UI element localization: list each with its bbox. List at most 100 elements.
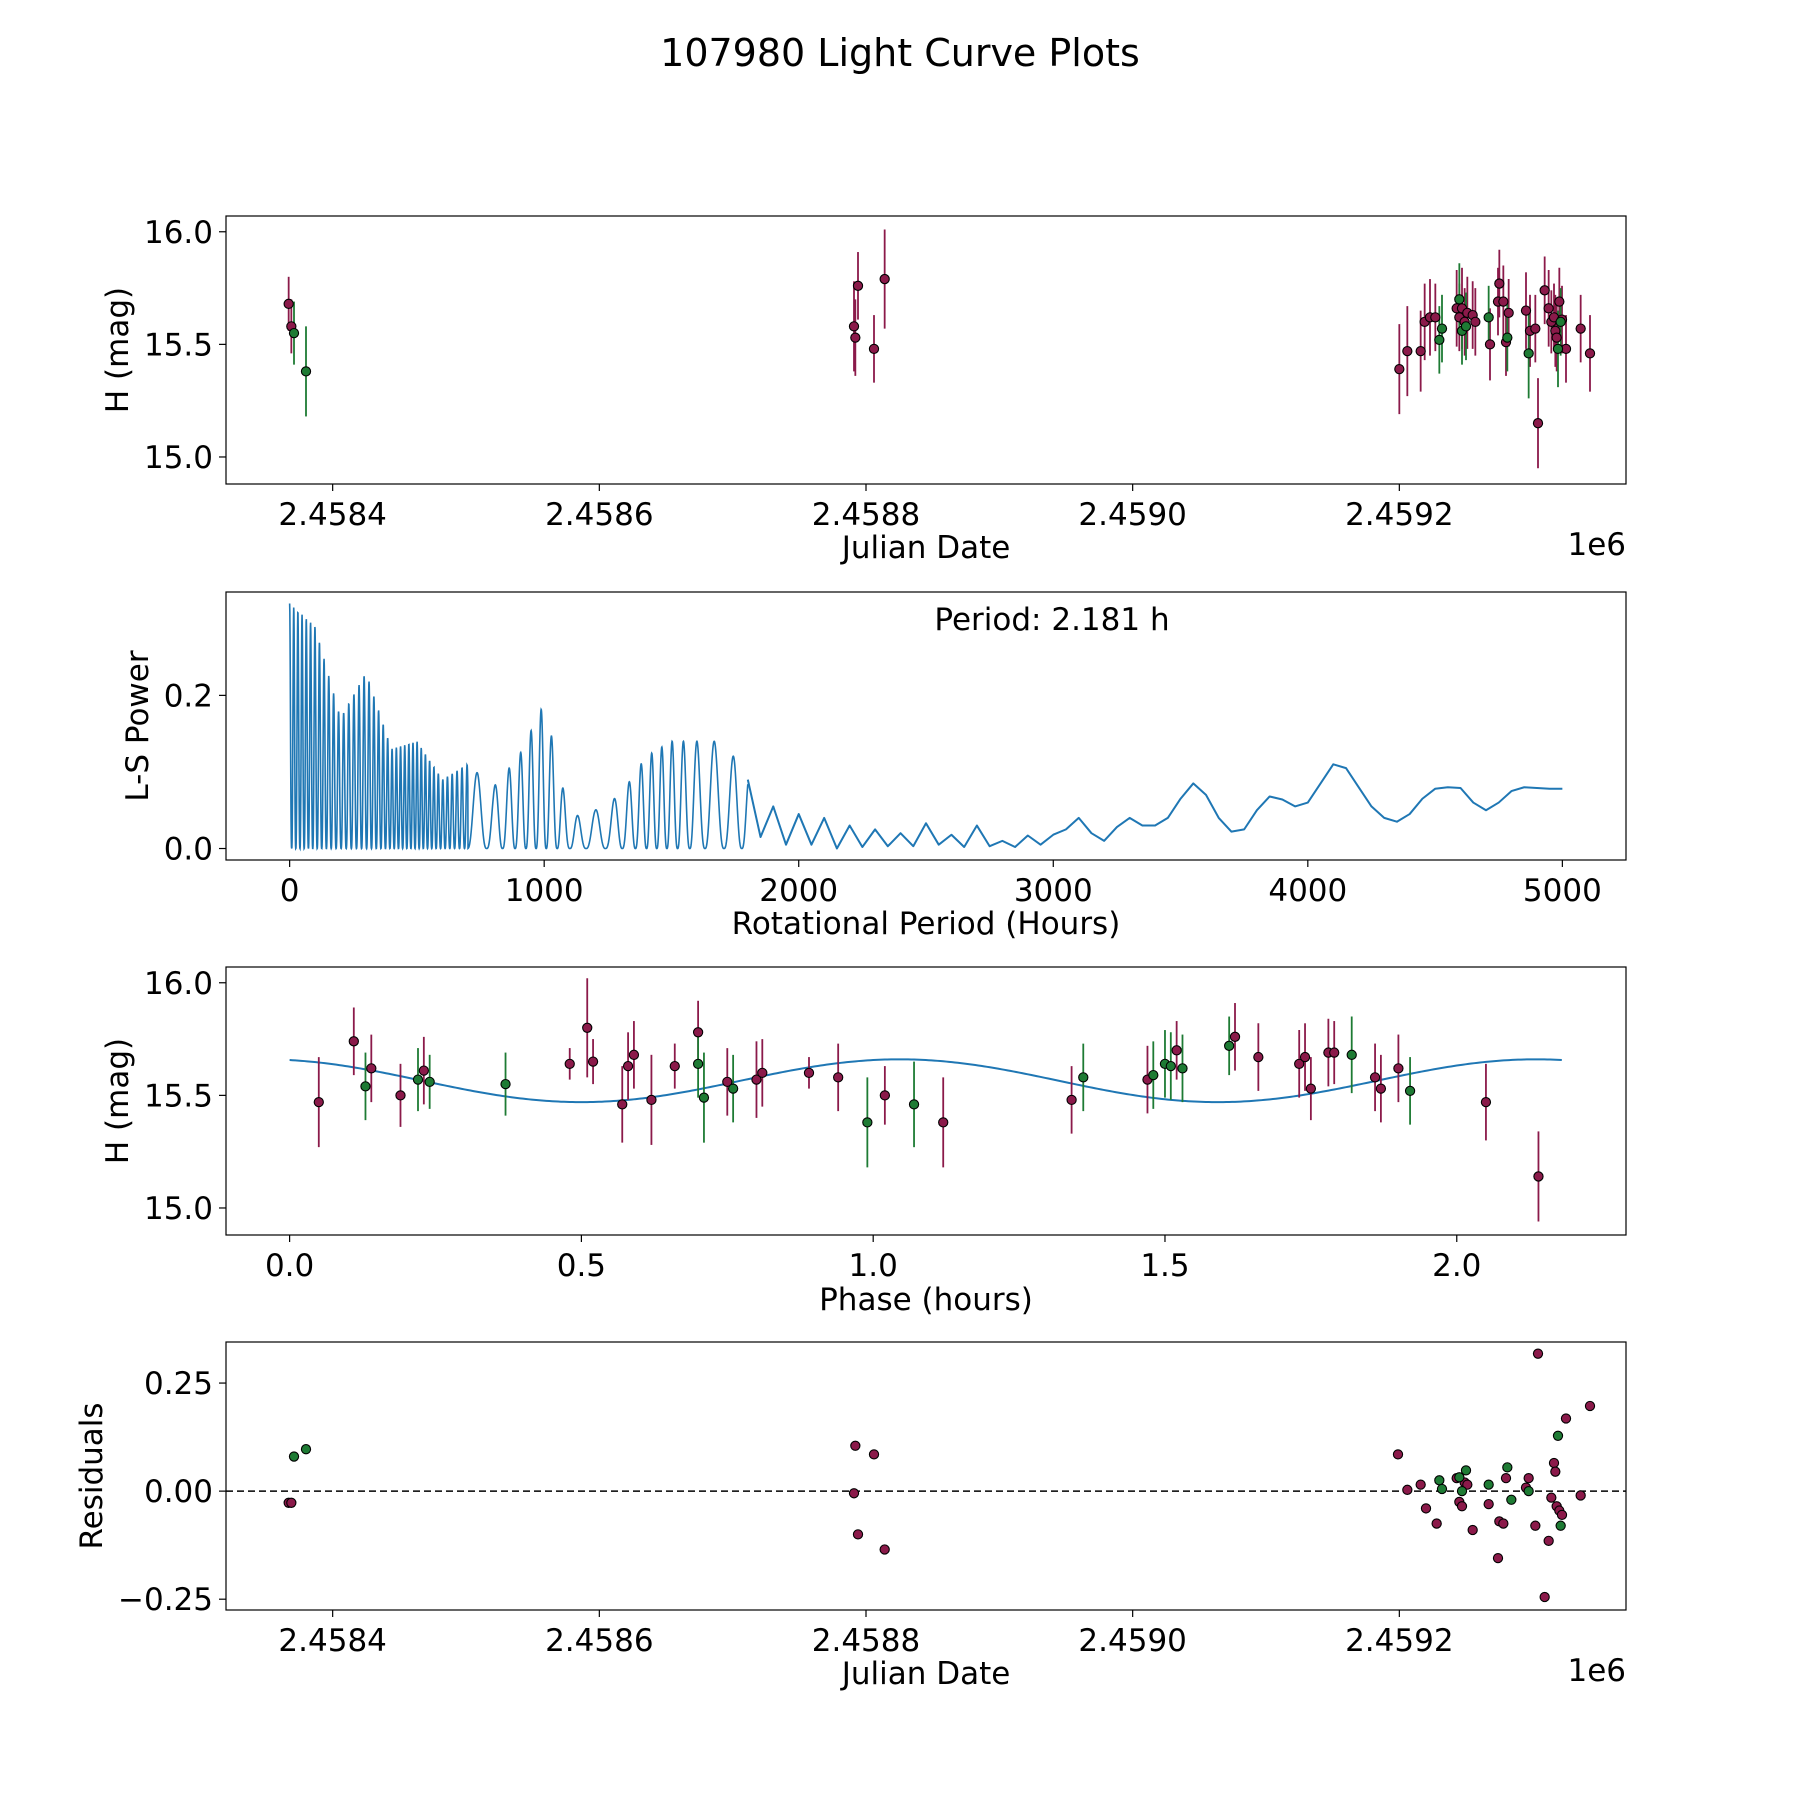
xtick-label: 4000	[1268, 873, 1347, 909]
data-point	[1078, 1072, 1089, 1083]
panel-residuals-offset-label: 1e6	[1567, 1653, 1626, 1689]
data-point	[879, 273, 890, 285]
data-point	[1299, 1051, 1311, 1063]
panel-residuals-xticks: 2.4584 2.4586 2.4588 2.4590 2.4592	[278, 1610, 1454, 1659]
panel-periodogram-xlabel: Rotational Period (Hours)	[732, 906, 1121, 942]
data-point	[288, 327, 300, 339]
data-point	[1480, 1096, 1492, 1108]
data-point	[862, 1117, 873, 1128]
ytick-label: 16.0	[144, 215, 213, 251]
data-point	[424, 1076, 435, 1088]
data-point	[300, 1444, 312, 1455]
data-point	[1575, 1490, 1586, 1501]
data-point	[1498, 296, 1509, 307]
data-point	[1148, 1069, 1159, 1081]
panel-periodogram: 0 1000 2000 3000 4000 5000 0.0 0.2 Period: 2.1…	[120, 591, 1627, 942]
data-point	[692, 1027, 704, 1038]
data-point	[879, 1090, 891, 1101]
data-point	[360, 1081, 371, 1092]
data-point	[1165, 1060, 1176, 1072]
data-point	[622, 1060, 634, 1072]
data-point	[1436, 323, 1448, 334]
data-point	[757, 1067, 768, 1078]
data-point	[669, 1060, 680, 1072]
data-point	[1402, 1484, 1413, 1495]
panel-lightcurve-frame	[225, 215, 1627, 485]
panel-periodogram-yticks: 0.0 0.2	[164, 678, 226, 868]
data-point	[850, 332, 861, 343]
data-point	[1584, 348, 1596, 359]
panel-phase-frame	[225, 966, 1627, 1236]
xtick-label: 2.4586	[545, 1623, 653, 1659]
data-point	[1556, 1509, 1568, 1521]
data-point	[1502, 1462, 1513, 1473]
data-point	[564, 1058, 575, 1069]
data-point	[1548, 1457, 1560, 1469]
data-point	[1530, 323, 1541, 334]
ls-power-dense-line	[288, 603, 749, 852]
data-point	[1560, 1413, 1572, 1424]
data-point	[582, 1022, 593, 1033]
panel-phase-xlabel: Phase (hours)	[819, 1282, 1033, 1318]
data-point	[587, 1056, 599, 1067]
xtick-label: 2.4592	[1345, 497, 1453, 533]
xtick-label: 2000	[759, 873, 838, 909]
data-point	[1500, 1473, 1512, 1484]
panel-phase-xticks: 0.0 0.5 1.0 1.5 2.0	[265, 1235, 1481, 1284]
data-point	[1523, 1485, 1534, 1497]
data-point	[283, 298, 294, 309]
data-point	[1483, 1479, 1494, 1490]
data-point	[1555, 1520, 1566, 1531]
data-point	[722, 1076, 733, 1088]
data-point	[500, 1078, 511, 1090]
data-point	[313, 1096, 324, 1108]
data-point	[395, 1090, 406, 1101]
data-point	[1229, 1031, 1241, 1042]
data-point	[1392, 1449, 1404, 1460]
xtick-label: 1.5	[1140, 1248, 1189, 1284]
ytick-label: 15.5	[144, 1078, 213, 1114]
data-point	[1539, 285, 1550, 296]
data-point	[1454, 294, 1465, 305]
panel-phase: 0.0 0.5 1.0 1.5 2.0 15.0 15.5 16.0 Phase (hour…	[100, 966, 1627, 1318]
panel-residuals-frame	[225, 1341, 1627, 1611]
data-point	[1467, 1524, 1478, 1536]
ytick-label: 15.0	[144, 1191, 213, 1227]
panel-phase-plot	[289, 978, 1562, 1222]
data-point	[1503, 307, 1514, 318]
data-point	[1543, 303, 1554, 314]
data-point	[1532, 1348, 1544, 1359]
data-point	[1470, 316, 1481, 327]
panel-residuals-ylabel: Residuals	[74, 1402, 110, 1549]
ytick-label: 15.5	[144, 327, 213, 363]
data-point	[1436, 1483, 1448, 1495]
panel-phase-ylabel: H (mag)	[100, 1038, 136, 1164]
data-point	[868, 1449, 880, 1460]
data-point	[1484, 339, 1496, 350]
data-point	[1454, 1472, 1465, 1483]
ls-power-line	[746, 763, 1563, 850]
xtick-label: 3000	[1014, 873, 1093, 909]
data-point	[1543, 1535, 1554, 1546]
data-point	[848, 321, 860, 332]
xtick-label: 2.4584	[278, 497, 386, 533]
data-point	[1305, 1083, 1317, 1094]
panel-periodogram-plot	[288, 603, 1563, 852]
ytick-label: 15.0	[144, 440, 213, 476]
data-point	[868, 343, 880, 355]
data-point	[1502, 332, 1513, 343]
data-point	[1539, 1591, 1550, 1603]
panel-lightcurve: 2.4584 2.4586 2.4588 2.4590 2.4592 15.015.51…	[100, 215, 1627, 566]
data-point	[366, 1063, 377, 1074]
data-point	[1555, 316, 1566, 327]
xtick-label: 2.0	[1432, 1248, 1481, 1284]
data-point	[1552, 1430, 1564, 1441]
xtick-label: 5000	[1523, 873, 1602, 909]
data-point	[1523, 1473, 1534, 1484]
data-point	[1456, 1501, 1468, 1512]
data-point	[1575, 323, 1586, 334]
panel-periodogram-xticks: 0 1000 2000 3000 4000 5000	[280, 860, 1602, 909]
fit-curve	[289, 1058, 1562, 1104]
data-point	[1551, 332, 1562, 343]
